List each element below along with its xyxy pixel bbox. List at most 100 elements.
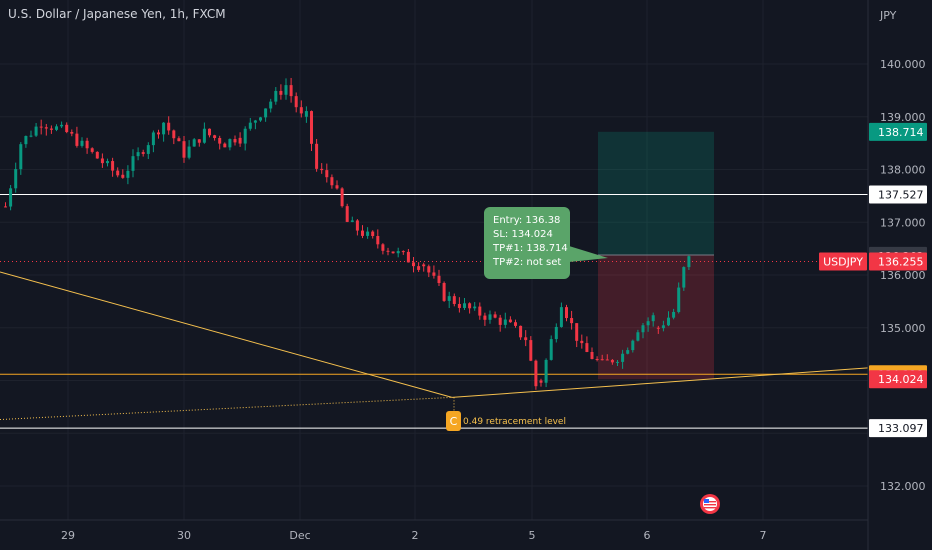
candle-body (361, 230, 364, 236)
candle-body (126, 170, 130, 178)
trendline-dotted[interactable] (0, 396, 453, 421)
currency-label: JPY (879, 9, 897, 22)
candle-body (60, 124, 64, 127)
candle-body (355, 220, 359, 231)
candle-body (264, 108, 268, 118)
candle-body (386, 250, 390, 252)
candle-body (417, 266, 421, 270)
annotation-marker: C (450, 415, 458, 428)
take-profit-zone[interactable] (598, 131, 714, 255)
chart-title: U.S. Dollar / Japanese Yen, 1h, FXCM (8, 7, 226, 21)
candle-body (677, 287, 681, 312)
candlesticks (4, 77, 691, 390)
horizontal-lines[interactable] (0, 193, 868, 429)
candle-body (432, 272, 436, 276)
candle-body (213, 135, 217, 138)
us-flag-icon[interactable] (700, 494, 720, 514)
position-tool[interactable] (598, 131, 714, 380)
trade-note[interactable]: Entry: 136.38 SL: 134.024 TP#1: 138.714 TP#… (484, 207, 608, 279)
candle-body (116, 170, 120, 176)
candle-body (167, 122, 171, 131)
candle-body (85, 140, 89, 149)
candle-body (667, 317, 670, 326)
candle-body (412, 262, 415, 267)
annotation-marker-box[interactable] (446, 411, 461, 431)
trendline-down[interactable] (0, 271, 453, 398)
candle-body (218, 137, 222, 144)
candle-body (422, 264, 426, 267)
x-tick-label: 30 (177, 529, 191, 542)
trade-note-line: SL: 134.024 (493, 229, 553, 240)
candle-body (136, 152, 140, 157)
candle-body (80, 140, 84, 146)
candle-body (549, 339, 553, 360)
trend-lines[interactable] (0, 271, 869, 421)
candle-body (396, 251, 400, 254)
candle-body (585, 343, 589, 352)
candle-body (442, 283, 446, 301)
trade-note-line: Entry: 136.38 (493, 215, 560, 226)
trade-note-box[interactable] (484, 207, 570, 279)
flag-stripe (704, 504, 716, 506)
candle-body (49, 128, 53, 130)
y-tick-label: 136.000 (880, 269, 926, 282)
candle-body (29, 135, 33, 137)
candle-body (187, 146, 191, 158)
candle-body (682, 267, 686, 288)
stop-loss-zone[interactable] (598, 254, 714, 380)
time-axis[interactable]: 29 30 Dec 2 5 6 7 (0, 519, 868, 542)
price-label: 137.527 (878, 188, 924, 201)
candle-body (616, 361, 619, 363)
flag-stripe (704, 507, 716, 509)
trade-note-line: TP#1: 138.714 (492, 243, 568, 254)
candle-body (508, 319, 512, 323)
candle-body (65, 124, 69, 133)
price-label-box (869, 419, 927, 438)
candle-body (253, 120, 257, 123)
candle-body (310, 111, 313, 144)
candle-body (131, 156, 135, 171)
price-label: 134.024 (878, 373, 924, 386)
candle-body (610, 359, 614, 363)
y-tick-label: 140.000 (880, 58, 926, 71)
price-axis[interactable]: JPY140.000139.000138.000137.000136.00013… (867, 0, 932, 550)
candle-body (141, 152, 145, 154)
symbol-tag: USDJPY (823, 256, 863, 269)
candle-body (457, 303, 461, 308)
candle-body (90, 148, 94, 152)
trendline-up[interactable] (451, 367, 869, 398)
candle-body (315, 143, 319, 169)
candle-body (544, 359, 548, 383)
candle-body (401, 251, 405, 253)
candle-body (656, 327, 660, 329)
candle-body (661, 325, 665, 329)
candle-body (590, 351, 594, 359)
candle-body (151, 132, 155, 146)
price-label-box (869, 252, 927, 271)
y-tick-label: 137.000 (880, 216, 926, 229)
candle-body (514, 322, 517, 326)
candle-body (157, 132, 160, 135)
candle-body (177, 138, 181, 142)
candle-body (223, 143, 227, 148)
candle-body (498, 317, 502, 325)
candle-body (44, 127, 48, 129)
x-tick-label: 7 (760, 529, 767, 542)
y-tick-label: 135.000 (880, 322, 926, 335)
price-label-box (869, 370, 927, 389)
candle-body (488, 314, 492, 320)
candle-body (641, 325, 645, 333)
candle-body (95, 151, 99, 159)
price-axis-bg (868, 0, 932, 550)
candle-body (259, 117, 262, 121)
candle-body (24, 136, 28, 145)
trade-note-line: TP#2: not set (492, 257, 561, 268)
price-labels: 138.714137.527136.363136.255134.119134.0… (819, 122, 927, 438)
candle-body (559, 307, 563, 327)
candle-body (233, 139, 237, 143)
candle-body (335, 185, 339, 189)
x-tick-label: 6 (644, 529, 651, 542)
flag-canton (704, 499, 709, 503)
retracement-annotation[interactable]: C 0.49 retracement level (446, 397, 566, 431)
